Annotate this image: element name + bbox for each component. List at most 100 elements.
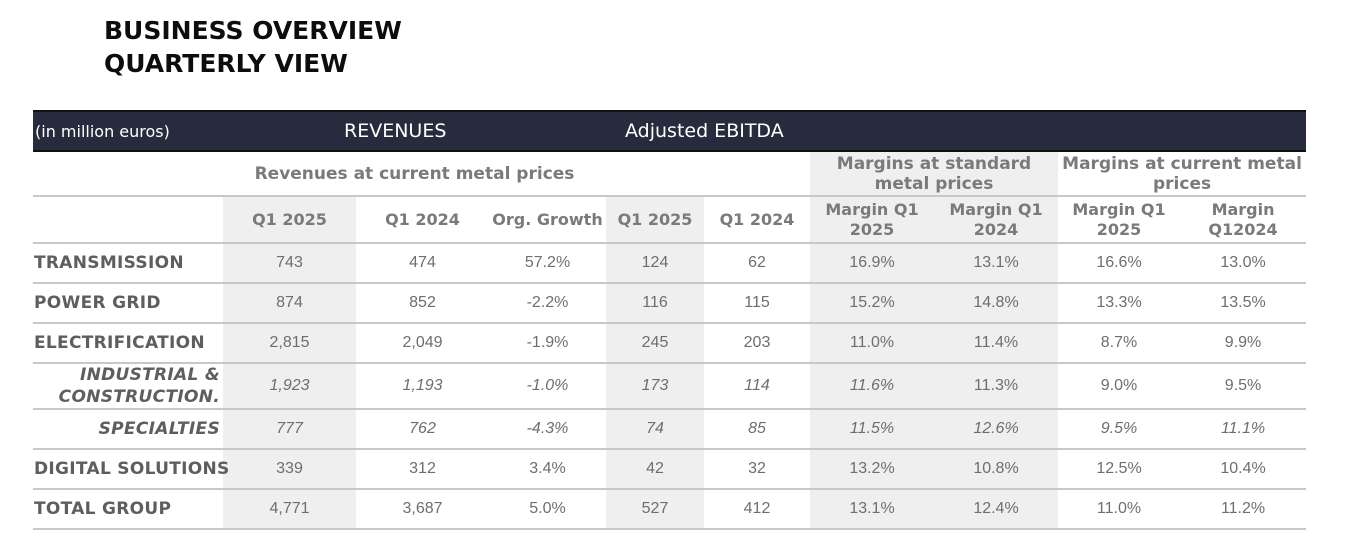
cell: 743 [223, 243, 356, 284]
cell: 2,049 [356, 323, 489, 364]
table-row-electrification: ELECTRIFICATION 2,815 2,049 -1.9% 245 20… [33, 323, 1307, 364]
cell: 11.5% [810, 409, 934, 450]
cell: 16.9% [810, 243, 934, 284]
cell: 4,771 [223, 489, 356, 530]
cell: 115 [704, 283, 810, 324]
cell: 10.8% [934, 449, 1058, 490]
cell: 74 [606, 409, 704, 450]
cell: 11.3% [934, 363, 1058, 410]
cell: 57.2% [489, 243, 606, 284]
col-rev-q1-2025: Q1 2025 [223, 196, 356, 244]
cell: 474 [356, 243, 489, 284]
cell: 245 [606, 323, 704, 364]
cell: 15.2% [810, 283, 934, 324]
cell: 339 [223, 449, 356, 490]
cell: -4.3% [489, 409, 606, 450]
cell: 412 [704, 489, 810, 530]
cell: 124 [606, 243, 704, 284]
cell: -1.9% [489, 323, 606, 364]
cell: 11.6% [810, 363, 934, 410]
cell: 762 [356, 409, 489, 450]
col-cur-margin-q1-2024: Margin Q12024 [1180, 196, 1307, 244]
cell: 114 [704, 363, 810, 410]
cell: 5.0% [489, 489, 606, 530]
cell: 1,193 [356, 363, 489, 410]
cell: 203 [704, 323, 810, 364]
cell: 13.5% [1180, 283, 1307, 324]
cell: 62 [704, 243, 810, 284]
row-label: TRANSMISSION [33, 243, 223, 284]
row-label: DIGITAL SOLUTIONS [33, 449, 229, 490]
cell: 10.4% [1180, 449, 1307, 490]
cell: 16.6% [1058, 243, 1180, 284]
group-revenues-current: Revenues at current metal prices [223, 151, 606, 197]
cell: 527 [606, 489, 704, 530]
group-header-row: Revenues at current metal prices Margins… [33, 151, 1307, 197]
group-margins-standard: Margins at standard metal prices [810, 151, 1058, 197]
cell: 14.8% [934, 283, 1058, 324]
table-row-digital-solutions: DIGITAL SOLUTIONS 339 312 3.4% 42 32 13.… [33, 449, 1307, 490]
cell: 13.1% [934, 243, 1058, 284]
ebitda-heading: Adjusted EBITDA [606, 110, 1307, 152]
cell: 852 [356, 283, 489, 324]
table-row-industrial-construction: INDUSTRIAL & CONSTRUCTION. 1,923 1,193 -… [33, 363, 1307, 410]
cell: 9.5% [1180, 363, 1307, 410]
cell: 116 [606, 283, 704, 324]
group-spacer-ebitda [606, 151, 810, 197]
cell: 777 [223, 409, 356, 450]
business-overview-table: (in million euros) REVENUES Adjusted EBI… [33, 110, 1307, 530]
table-row-transmission: TRANSMISSION 743 474 57.2% 124 62 16.9% … [33, 243, 1307, 284]
cell: -2.2% [489, 283, 606, 324]
cell: -1.0% [489, 363, 606, 410]
cell: 11.1% [1180, 409, 1307, 450]
group-margins-current: Margins at current metal prices [1058, 151, 1307, 197]
cell: 173 [606, 363, 704, 410]
table-row-power-grid: POWER GRID 874 852 -2.2% 116 115 15.2% 1… [33, 283, 1307, 324]
cell: 8.7% [1058, 323, 1180, 364]
page-title: BUSINESS OVERVIEW QUARTERLY VIEW [104, 14, 402, 80]
cell: 9.5% [1058, 409, 1180, 450]
cell: 85 [704, 409, 810, 450]
table-row-total-group: TOTAL GROUP 4,771 3,687 5.0% 527 412 13.… [33, 489, 1307, 530]
cell: 3.4% [489, 449, 606, 490]
row-label: TOTAL GROUP [33, 489, 223, 530]
title-line-2: QUARTERLY VIEW [104, 49, 348, 78]
revenues-heading: REVENUES [223, 110, 606, 152]
cell: 13.2% [810, 449, 934, 490]
row-label: ELECTRIFICATION [33, 323, 223, 364]
cell: 1,923 [223, 363, 356, 410]
col-cur-margin-q1-2025: Margin Q1 2025 [1058, 196, 1180, 244]
col-std-margin-q1-2024: Margin Q1 2024 [934, 196, 1058, 244]
cell: 32 [704, 449, 810, 490]
row-label: INDUSTRIAL & CONSTRUCTION. [33, 363, 223, 410]
cell: 13.0% [1180, 243, 1307, 284]
col-std-margin-q1-2025: Margin Q1 2025 [810, 196, 934, 244]
cell: 2,815 [223, 323, 356, 364]
col-ebitda-q1-2025: Q1 2025 [606, 196, 704, 244]
col-ebitda-q1-2024: Q1 2024 [704, 196, 810, 244]
cell: 42 [606, 449, 704, 490]
cell: 11.4% [934, 323, 1058, 364]
col-rev-q1-2024: Q1 2024 [356, 196, 489, 244]
title-line-1: BUSINESS OVERVIEW [104, 16, 402, 45]
group-spacer [33, 151, 223, 197]
row-label: SPECIALTIES [33, 409, 223, 450]
cell: 12.6% [934, 409, 1058, 450]
cell: 12.4% [934, 489, 1058, 530]
cell: 9.9% [1180, 323, 1307, 364]
table-banner: (in million euros) REVENUES Adjusted EBI… [33, 110, 1307, 152]
cell: 11.2% [1180, 489, 1307, 530]
column-header-spacer [33, 196, 223, 244]
cell: 3,687 [356, 489, 489, 530]
cell: 11.0% [1058, 489, 1180, 530]
table-row-specialties: SPECIALTIES 777 762 -4.3% 74 85 11.5% 12… [33, 409, 1307, 450]
col-org-growth: Org. Growth [489, 196, 606, 244]
cell: 9.0% [1058, 363, 1180, 410]
cell: 11.0% [810, 323, 934, 364]
unit-label: (in million euros) [33, 110, 223, 152]
cell: 13.1% [810, 489, 934, 530]
row-label: POWER GRID [33, 283, 223, 324]
cell: 312 [356, 449, 489, 490]
column-header-row: Q1 2025 Q1 2024 Org. Growth Q1 2025 Q1 2… [33, 196, 1307, 244]
cell: 874 [223, 283, 356, 324]
